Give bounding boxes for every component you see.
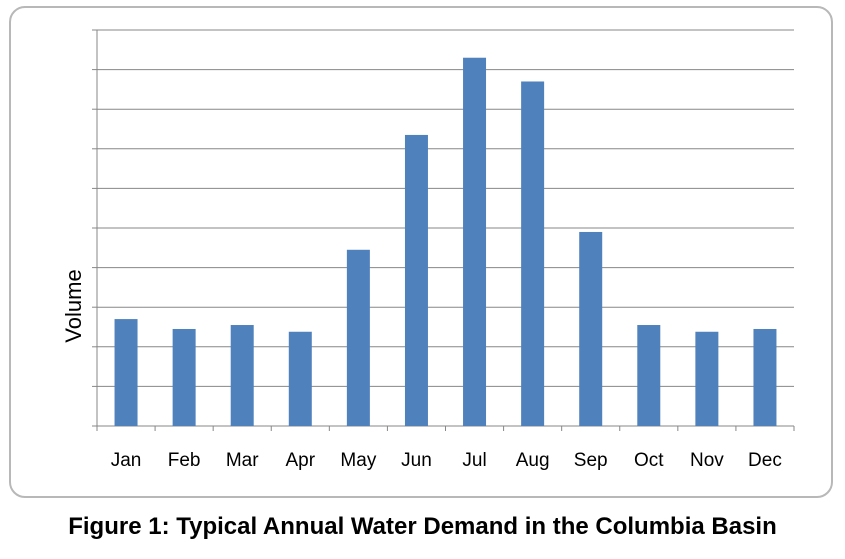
bar-aug (521, 81, 545, 426)
bars (114, 57, 777, 426)
x-tick-label: Feb (168, 450, 201, 471)
y-axis-label: Volume (61, 269, 86, 342)
figure-caption: Figure 1: Typical Annual Water Demand in… (68, 513, 777, 540)
bar-apr (288, 331, 312, 426)
bar-jun (404, 134, 428, 426)
x-tick-label: May (340, 450, 376, 471)
x-tick-label: Apr (286, 450, 316, 471)
bar-oct (637, 325, 661, 426)
gridlines (97, 29, 794, 387)
x-tick-label: Nov (690, 450, 724, 471)
bar-dec (753, 328, 777, 426)
x-tick-label: Jun (401, 450, 432, 471)
x-tick-label: Oct (634, 450, 664, 471)
bar-mar (230, 325, 254, 426)
x-tick-label: Mar (226, 450, 259, 471)
x-tick-label: Jan (111, 450, 142, 471)
x-tick-label: Sep (574, 450, 608, 471)
x-tick-labels: Jan Feb Mar Apr May Jun Jul Aug Sep Oct Nov Dec (111, 450, 782, 471)
x-tick-label: Aug (516, 450, 550, 471)
x-tick-label: Dec (748, 450, 782, 471)
bar-sep (579, 231, 603, 426)
x-tick-label: Jul (462, 450, 486, 471)
y-ticks (92, 29, 97, 427)
bar-nov (695, 331, 719, 426)
bar-may (346, 249, 370, 426)
bar-feb (172, 328, 196, 426)
bar-jul (463, 57, 487, 426)
bar-jan (114, 319, 138, 426)
x-ticks (96, 426, 795, 431)
